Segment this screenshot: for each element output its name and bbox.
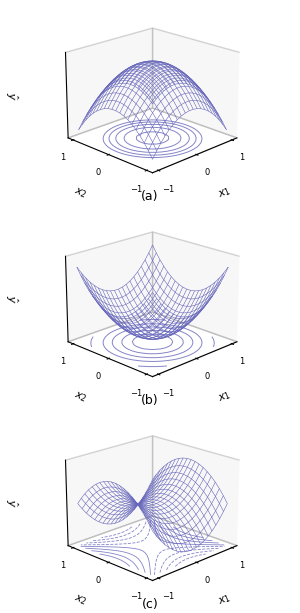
- Text: (c): (c): [142, 598, 158, 611]
- Y-axis label: $x_2$: $x_2$: [72, 389, 88, 405]
- Text: (b): (b): [141, 394, 159, 407]
- Y-axis label: $x_2$: $x_2$: [72, 185, 88, 200]
- Text: (a): (a): [141, 190, 159, 203]
- X-axis label: $x_1$: $x_1$: [217, 185, 233, 200]
- Y-axis label: $x_2$: $x_2$: [72, 593, 88, 609]
- X-axis label: $x_1$: $x_1$: [217, 593, 233, 609]
- X-axis label: $x_1$: $x_1$: [217, 389, 233, 405]
